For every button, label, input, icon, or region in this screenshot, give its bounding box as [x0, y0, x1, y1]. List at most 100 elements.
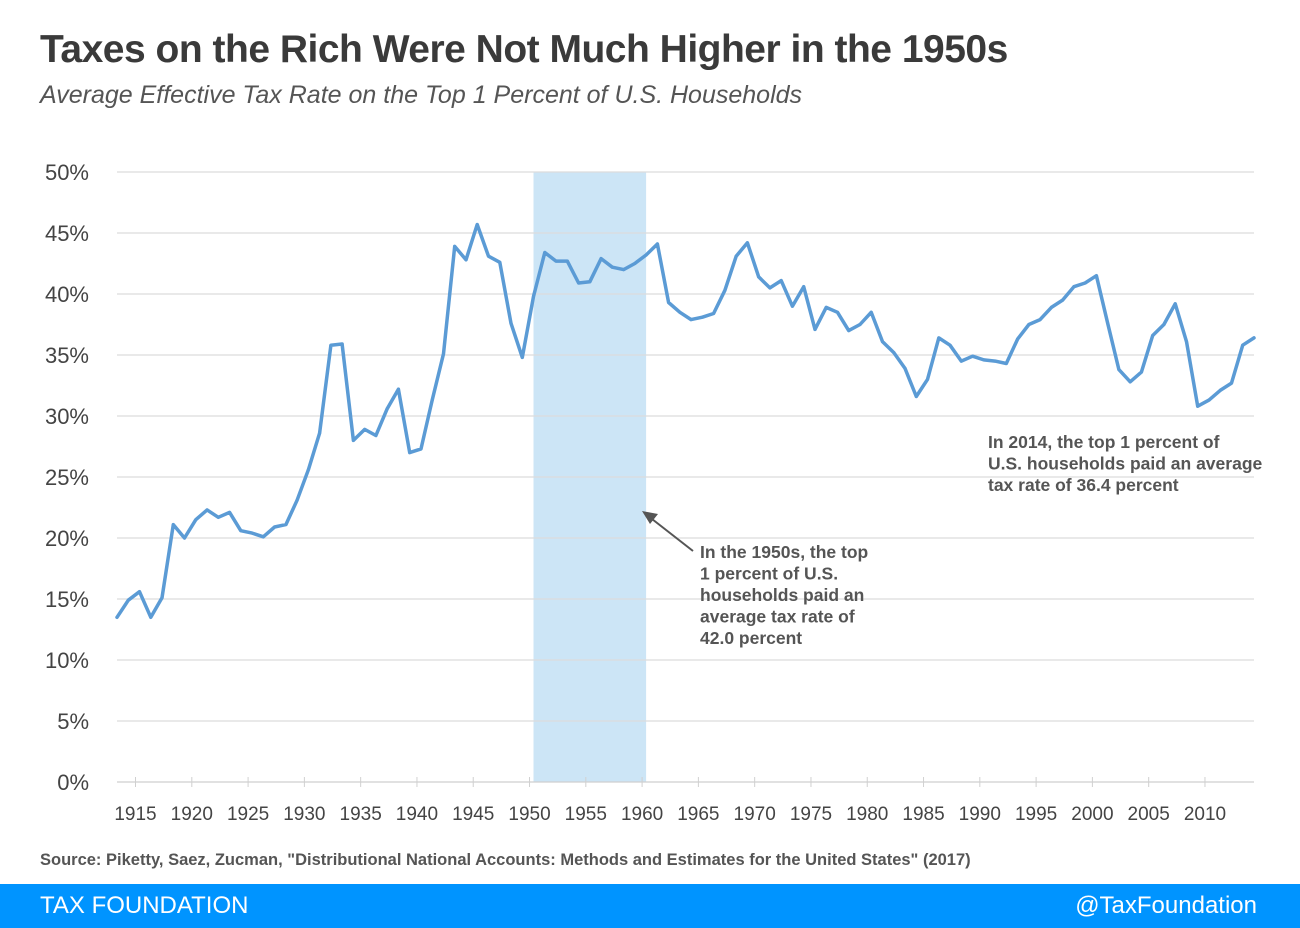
- data-point: [160, 596, 164, 600]
- data-point: [633, 262, 637, 265]
- data-point: [813, 327, 817, 331]
- x-tick-label: 1995: [1015, 804, 1057, 825]
- data-point: [622, 268, 626, 272]
- data-point: [678, 310, 682, 314]
- data-point: [926, 377, 930, 381]
- annotation-2014-line: In 2014, the top 1 percent of: [988, 432, 1220, 452]
- data-point: [712, 312, 716, 316]
- data-point: [903, 366, 907, 370]
- data-point: [261, 535, 265, 539]
- data-point: [655, 242, 659, 246]
- y-tick-label: 0%: [57, 770, 89, 795]
- annotation-1950s-line: average tax rate of: [700, 607, 855, 627]
- data-point: [374, 434, 378, 438]
- data-point: [1072, 285, 1076, 289]
- y-tick-label: 15%: [45, 587, 89, 612]
- data-point: [588, 280, 592, 284]
- data-point: [892, 351, 896, 355]
- data-point: [835, 310, 839, 314]
- x-tick-label: 1935: [340, 804, 382, 825]
- annotation-1950s-line: 1 percent of U.S.: [700, 564, 838, 584]
- data-point: [847, 329, 851, 333]
- data-point: [306, 468, 310, 472]
- data-point: [216, 515, 220, 519]
- data-point: [1106, 321, 1110, 325]
- data-point: [363, 427, 367, 431]
- x-tick-label: 1980: [846, 804, 888, 825]
- data-point: [284, 523, 288, 527]
- data-point: [1117, 368, 1121, 372]
- y-tick-label: 5%: [57, 709, 89, 734]
- y-tick-label: 30%: [45, 404, 89, 429]
- data-point: [599, 257, 603, 261]
- data-point: [768, 286, 772, 290]
- data-point: [430, 398, 434, 402]
- x-tick-label: 2000: [1071, 804, 1113, 825]
- data-point: [745, 241, 749, 245]
- data-point: [318, 431, 322, 435]
- data-point: [1252, 336, 1256, 340]
- x-tick-label: 1930: [283, 804, 325, 825]
- data-point: [239, 529, 243, 533]
- brand-logo: TAX FOUNDATION: [40, 892, 249, 919]
- source-note: Source: Piketty, Saez, Zucman, "Distribu…: [40, 851, 971, 869]
- data-point: [1061, 298, 1065, 302]
- x-tick-label: 1915: [114, 804, 156, 825]
- data-point: [1016, 337, 1020, 341]
- data-point: [1184, 340, 1188, 344]
- annotation-2014-line: U.S. households paid an average: [988, 454, 1263, 474]
- data-point: [667, 301, 671, 305]
- data-point: [689, 318, 693, 322]
- data-point: [419, 447, 423, 451]
- data-point: [385, 407, 389, 411]
- data-point: [959, 359, 963, 363]
- data-point: [802, 285, 806, 289]
- data-point: [475, 222, 479, 226]
- data-point: [1151, 333, 1155, 337]
- annotation-1950s-line: households paid an: [700, 585, 864, 605]
- data-point: [115, 615, 119, 619]
- data-point: [723, 288, 727, 292]
- data-point: [340, 342, 344, 346]
- y-tick-label: 45%: [45, 221, 89, 246]
- data-point: [1128, 380, 1132, 384]
- data-point: [441, 352, 445, 356]
- data-point: [644, 253, 648, 257]
- data-point: [824, 305, 828, 309]
- chart-subtitle: Average Effective Tax Rate on the Top 1 …: [40, 81, 803, 109]
- chart-title: Taxes on the Rich Were Not Much Higher i…: [40, 28, 1008, 71]
- y-tick-label: 40%: [45, 282, 89, 307]
- x-tick-label: 1955: [565, 804, 607, 825]
- data-point: [858, 323, 862, 326]
- y-tick-label: 25%: [45, 465, 89, 490]
- data-point: [1038, 318, 1042, 322]
- data-point: [1241, 343, 1245, 347]
- y-tick-label: 35%: [45, 343, 89, 368]
- data-point: [948, 343, 952, 347]
- data-point: [610, 265, 614, 269]
- footer-bar: TAX FOUNDATION @TaxFoundation: [0, 884, 1300, 928]
- x-tick-label: 1920: [171, 804, 213, 825]
- data-point: [1027, 323, 1031, 326]
- line-chart: 0% 5% 10% 15% 20% 25% 30% 35% 40% 45% 50% 1915 1920 1…: [45, 160, 1263, 825]
- x-tick-label: 1940: [396, 804, 438, 825]
- data-point: [982, 358, 986, 362]
- y-tick-label: 10%: [45, 648, 89, 673]
- data-point: [273, 525, 277, 529]
- data-point: [869, 310, 873, 314]
- data-point: [453, 244, 457, 248]
- x-tick-label: 1965: [677, 804, 719, 825]
- data-point: [329, 343, 333, 347]
- data-point: [1229, 381, 1233, 385]
- x-tick-label: 1990: [959, 804, 1001, 825]
- data-point: [464, 258, 468, 262]
- data-point: [914, 394, 918, 398]
- data-point: [1049, 305, 1053, 309]
- data-point: [194, 518, 198, 522]
- x-tick-label: 2005: [1128, 804, 1170, 825]
- y-tick-label: 50%: [45, 160, 89, 185]
- data-point: [734, 254, 738, 258]
- data-point: [532, 294, 536, 298]
- data-point: [1162, 323, 1166, 326]
- data-point: [396, 387, 400, 391]
